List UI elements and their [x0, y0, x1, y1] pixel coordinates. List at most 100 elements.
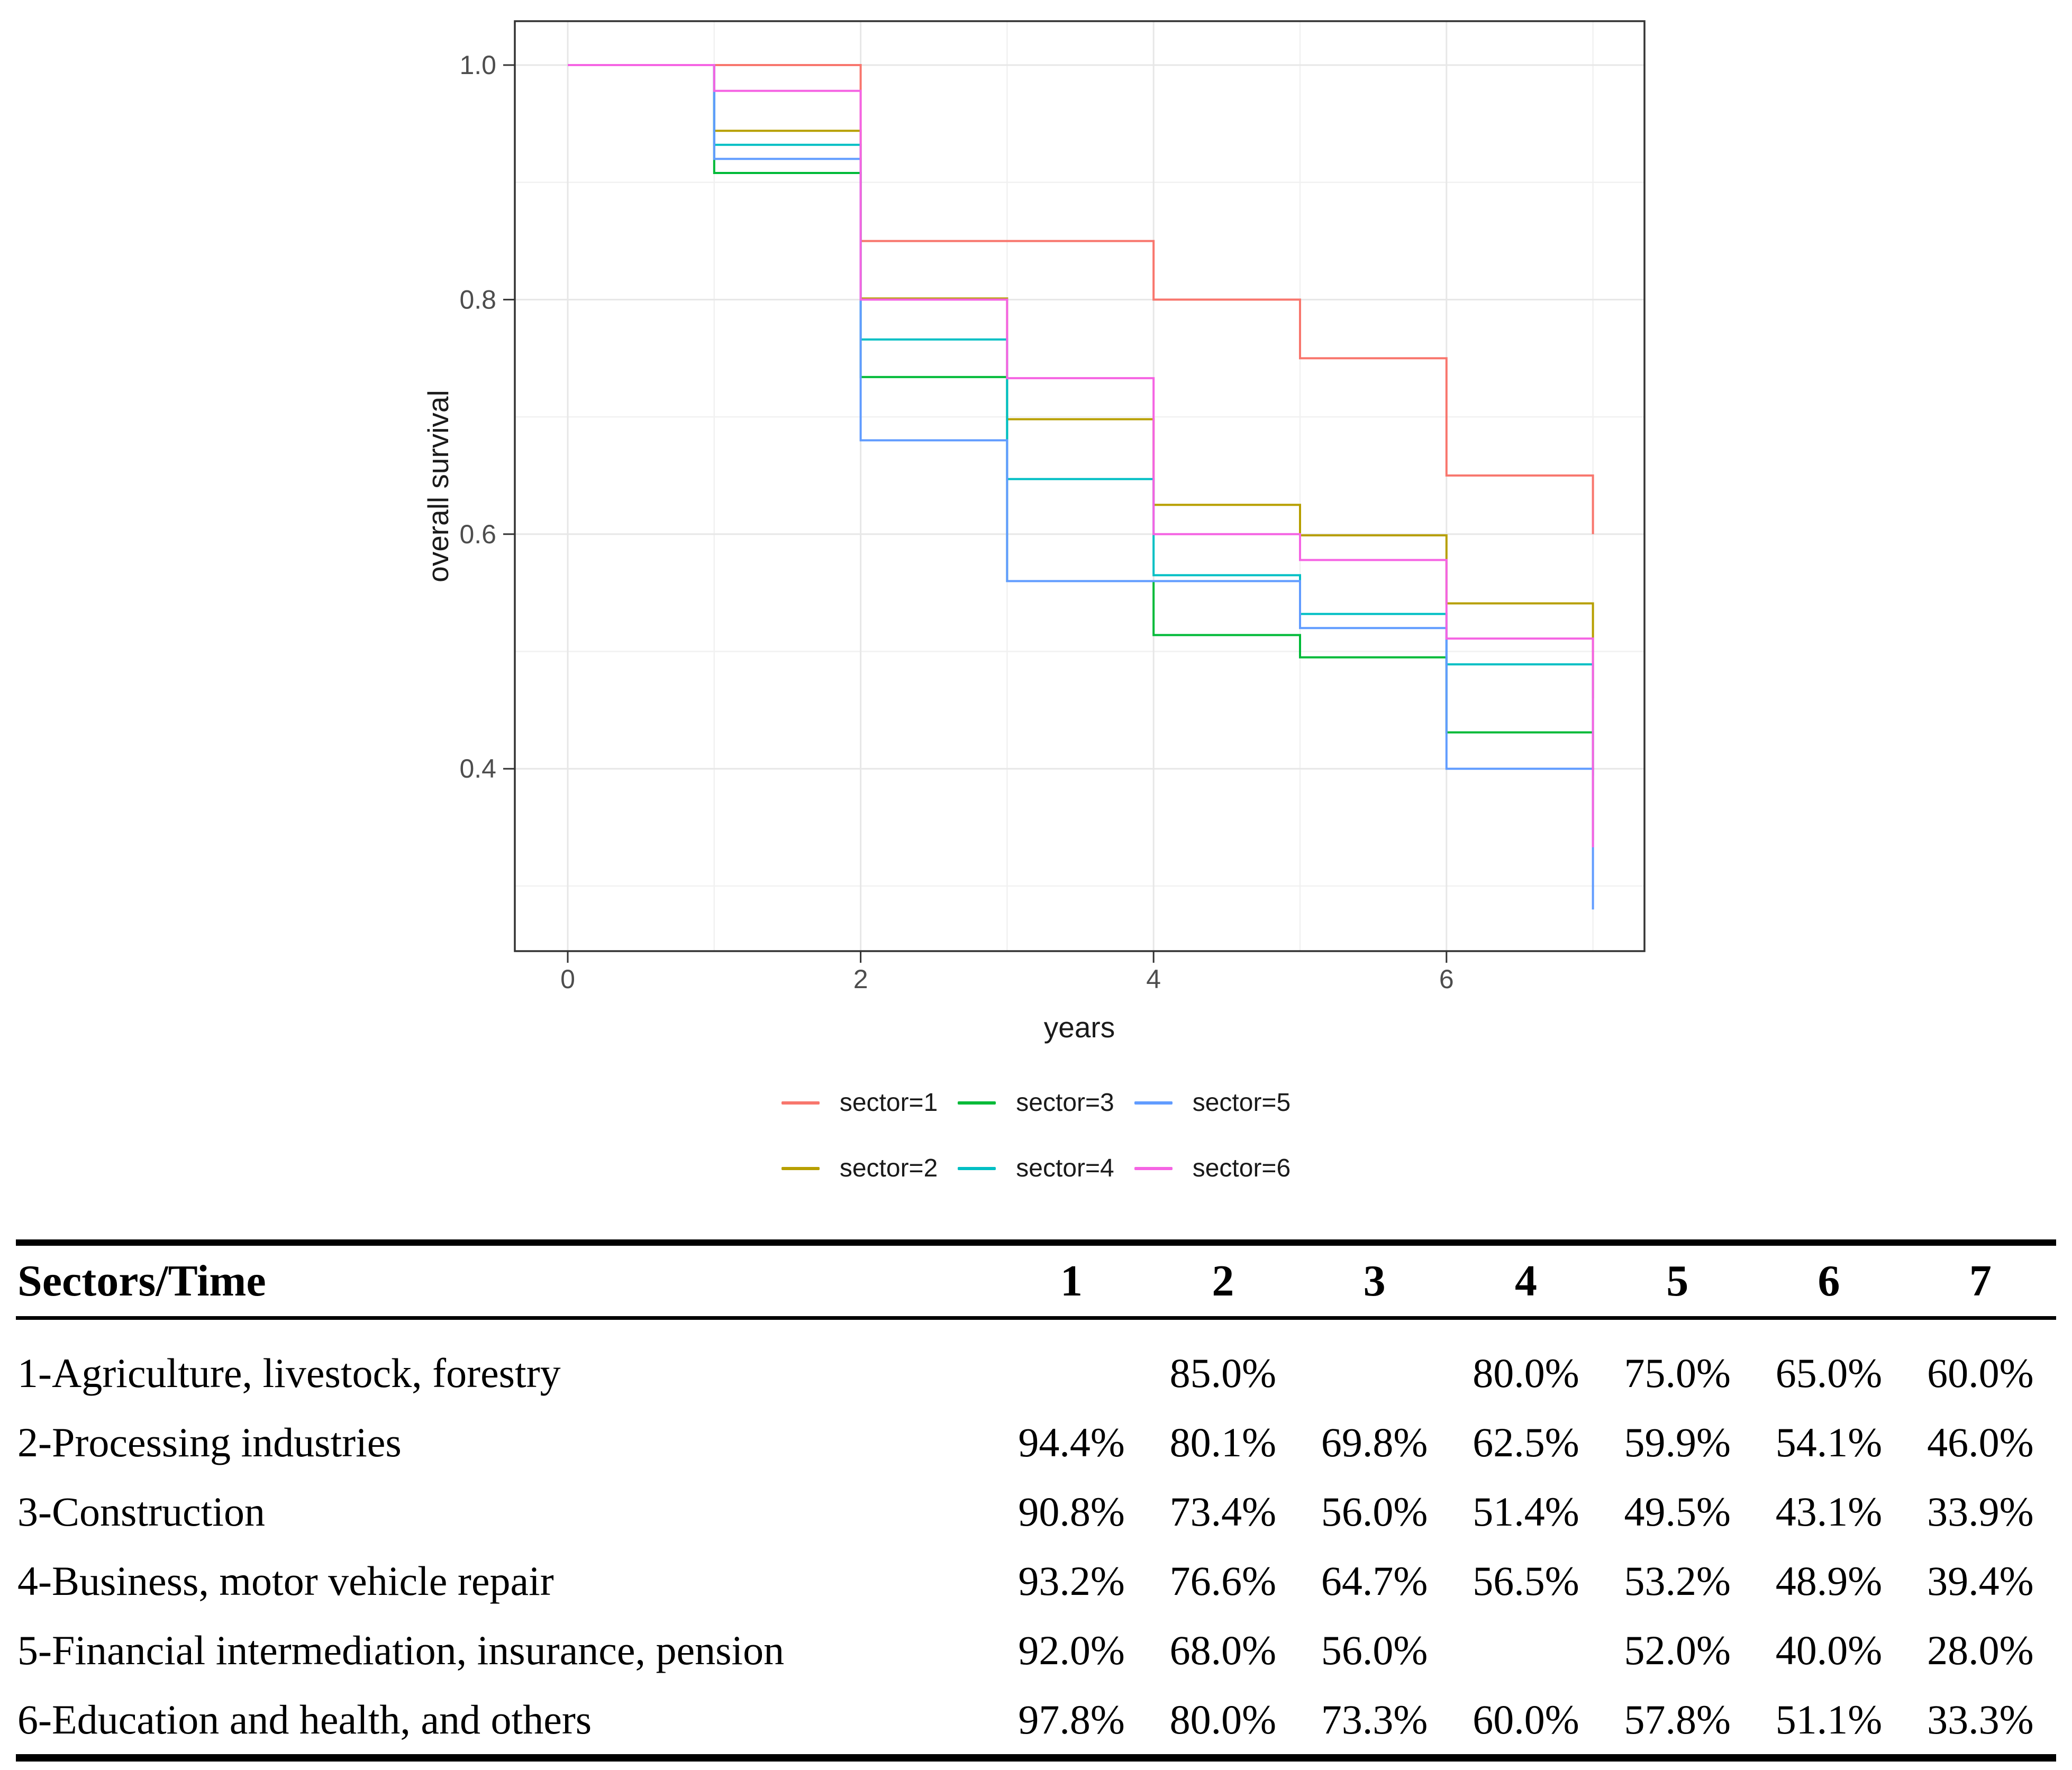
survival-curve-sector-5: [568, 64, 1594, 910]
survival-value-cell: 73.4%: [1169, 1488, 1277, 1535]
header-year-1: 1: [995, 1243, 1148, 1320]
survival-value-cell: 40.0%: [1775, 1627, 1883, 1673]
survival-value-cell: 80.0%: [1169, 1696, 1277, 1742]
survival-value-cell: 60.0%: [1473, 1696, 1579, 1742]
legend-label: sector=2: [839, 1154, 938, 1182]
survival-value-cell: 33.9%: [1927, 1488, 2034, 1535]
survival-plot-canvas: 0 2 4 6 1.0 0.8 0.6 0.4: [459, 20, 1646, 994]
table-header-row: Sectors/Time 1 2 3 4 5 6 7: [16, 1243, 2056, 1320]
survival-curve-sector-6: [568, 64, 1594, 847]
legend-line-swatch: [1134, 1101, 1173, 1105]
survival-value-cell: 54.1%: [1775, 1419, 1883, 1465]
survival-value-cell: 94.4%: [1018, 1419, 1125, 1465]
sector-label: 6-Education and health, and others: [17, 1696, 592, 1742]
sector-label: 5-Financial intermediation, insurance, p…: [17, 1627, 785, 1673]
header-year-5: 5: [1602, 1243, 1753, 1320]
legend-line-swatch: [958, 1101, 996, 1105]
survival-table: Sectors/Time 1 2 3 4 5 6 7 1-Agriculture, lives…: [16, 1239, 2056, 1762]
y-tick-label: 1.0: [459, 50, 496, 80]
survival-value-cell: 48.9%: [1775, 1557, 1883, 1604]
survival-value-cell: 33.3%: [1927, 1696, 2034, 1742]
legend-label: sector=4: [1016, 1154, 1114, 1182]
header-sectors-time: Sectors/Time: [16, 1243, 996, 1320]
sector-label: 2-Processing industries: [17, 1419, 402, 1465]
survival-value-cell: 90.8%: [1018, 1488, 1125, 1535]
header-year-2: 2: [1147, 1243, 1299, 1320]
survival-value-cell: 62.5%: [1473, 1419, 1579, 1465]
header-year-6: 6: [1753, 1243, 1905, 1320]
legend-row: sector=2 sector=4 sector=6: [781, 1151, 1291, 1186]
table-row: 3-Construction 90.8% 73.4% 56.0% 51.4% 49.5% 4…: [16, 1477, 2056, 1546]
survival-value-cell: 73.3%: [1321, 1696, 1428, 1742]
header-year-7: 7: [1904, 1243, 2056, 1320]
survival-value-cell: 75.0%: [1624, 1349, 1731, 1396]
survival-value-cell: 56.0%: [1321, 1627, 1428, 1673]
x-tick-label: 2: [853, 964, 868, 994]
survival-value-cell: 39.4%: [1927, 1557, 2034, 1604]
x-tick-label: 6: [1439, 964, 1454, 994]
legend-item: sector=2: [781, 1151, 938, 1186]
survival-value-cell: 65.0%: [1775, 1349, 1883, 1396]
survival-value-cell: 92.0%: [1018, 1627, 1125, 1673]
survival-value-cell: 56.5%: [1473, 1557, 1579, 1604]
survival-value-cell: 56.0%: [1321, 1488, 1428, 1535]
survival-value-cell: 46.0%: [1927, 1419, 2034, 1465]
survival-value-cell: 85.0%: [1169, 1349, 1277, 1396]
sector-label: 3-Construction: [17, 1488, 265, 1535]
survival-value-cell: 49.5%: [1624, 1488, 1731, 1535]
table-row: 6-Education and health, and others 97.8% 8…: [16, 1685, 2056, 1758]
legend-item: sector=4: [958, 1151, 1114, 1186]
survival-value-cell: 97.8%: [1018, 1696, 1125, 1742]
survival-value-cell: [996, 1318, 1147, 1408]
survival-value-cell: 28.0%: [1927, 1627, 2034, 1673]
sector-label: 4-Business, motor vehicle repair: [17, 1557, 554, 1604]
survival-value-cell: [1450, 1616, 1602, 1685]
x-tick-label: 4: [1146, 964, 1161, 994]
legend-label: sector=3: [1016, 1089, 1114, 1117]
survival-value-cell: 53.2%: [1624, 1557, 1731, 1604]
legend-label: sector=5: [1192, 1089, 1291, 1117]
survival-value-cell: 51.4%: [1473, 1488, 1579, 1535]
survival-value-cell: 60.0%: [1927, 1349, 2034, 1396]
survival-value-cell: 69.8%: [1321, 1419, 1428, 1465]
survival-value-cell: 51.1%: [1775, 1696, 1883, 1742]
survival-table-section: Sectors/Time 1 2 3 4 5 6 7 1-Agriculture, lives…: [16, 1239, 2056, 1762]
y-tick-label: 0.4: [459, 754, 496, 783]
legend-item: sector=6: [1134, 1151, 1291, 1186]
table-row: 2-Processing industries 94.4% 80.1% 69.8% 62…: [16, 1408, 2056, 1477]
legend-label: sector=1: [839, 1089, 938, 1117]
legend-row: sector=1 sector=3 sector=5: [781, 1085, 1291, 1120]
survival-curve-sector-1: [568, 64, 1594, 534]
survival-value-cell: 76.6%: [1169, 1557, 1277, 1604]
header-year-3: 3: [1298, 1243, 1450, 1320]
survival-value-cell: 59.9%: [1624, 1419, 1731, 1465]
survival-curve-sector-2: [568, 64, 1594, 699]
chart-legend: sector=1 sector=3 sector=5 sector=2 sector=4…: [0, 1085, 2072, 1186]
survival-value-cell: 93.2%: [1018, 1557, 1125, 1604]
x-tick-label: 0: [560, 964, 575, 994]
survival-value-cell: 57.8%: [1624, 1696, 1731, 1742]
y-tick-label: 0.6: [459, 519, 496, 549]
survival-value-cell: [1299, 1318, 1450, 1408]
legend-item: sector=1: [781, 1085, 938, 1120]
legend-line-swatch: [958, 1167, 996, 1170]
table-row: 4-Business, motor vehicle repair 93.2% 76.…: [16, 1546, 2056, 1616]
survival-value-cell: 64.7%: [1321, 1557, 1428, 1604]
legend-line-swatch: [1134, 1167, 1173, 1170]
table-row: 5-Financial intermediation, insurance, p…: [16, 1616, 2056, 1685]
x-axis-title: years: [1043, 1011, 1115, 1044]
header-year-4: 4: [1450, 1243, 1602, 1320]
legend-item: sector=3: [958, 1085, 1114, 1120]
survival-chart: 0 2 4 6 1.0 0.8 0.6 0.4 overall survival years …: [0, 20, 2072, 1186]
survival-value-cell: 80.0%: [1473, 1349, 1579, 1396]
legend-line-swatch: [781, 1101, 820, 1105]
panel-border: [514, 20, 1646, 952]
survival-curve-sector-3: [568, 64, 1594, 841]
legend-label: sector=6: [1192, 1154, 1291, 1182]
survival-value-cell: 80.1%: [1169, 1419, 1277, 1465]
survival-value-cell: 68.0%: [1169, 1627, 1277, 1673]
y-axis-title: overall survival: [422, 390, 455, 582]
legend-item: sector=5: [1134, 1085, 1291, 1120]
survival-value-cell: 43.1%: [1775, 1488, 1883, 1535]
